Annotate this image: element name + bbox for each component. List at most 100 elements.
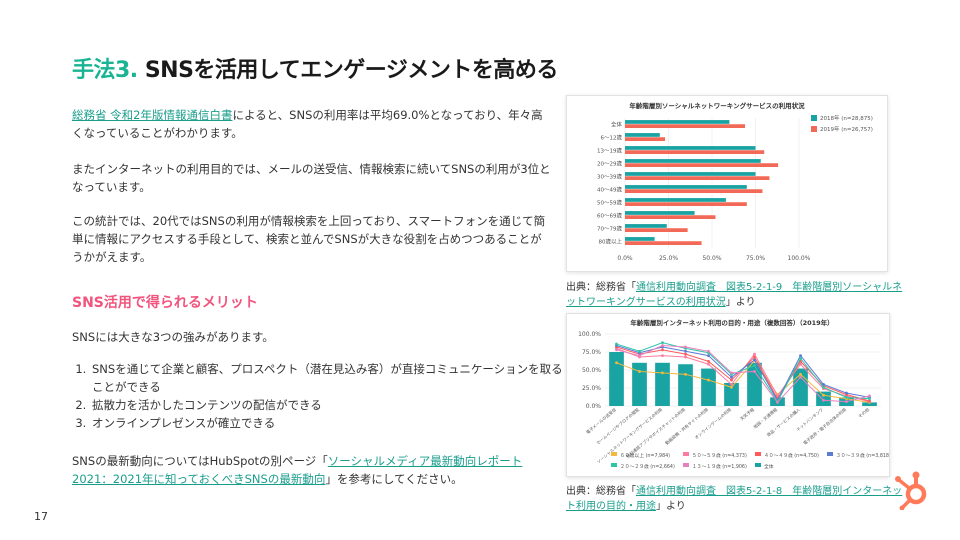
bar xyxy=(625,172,756,176)
data-point xyxy=(845,400,848,404)
bar xyxy=(632,362,647,406)
data-point xyxy=(868,394,871,398)
legend-label: ５０～５９歳 (n=4,373) xyxy=(692,452,747,459)
data-point xyxy=(707,362,710,366)
x-category-label: ホームページやブログの閲覧 xyxy=(595,406,641,446)
legend-label: 2018年 (n=28,875) xyxy=(820,114,873,122)
section-subheading: SNS活用で得られるメリット xyxy=(72,295,258,311)
whitepaper-link[interactable]: 総務省 令和2年版情報通信白書 xyxy=(72,108,233,122)
paragraph-text: 」を参考にしてください。 xyxy=(325,472,463,486)
data-point xyxy=(707,349,710,353)
legend-label: 全体 xyxy=(764,463,774,470)
caption-text: 」より xyxy=(656,501,686,512)
data-point xyxy=(684,349,687,353)
x-tick-label: 75.0% xyxy=(746,255,765,262)
bar xyxy=(609,352,624,406)
data-point xyxy=(822,398,825,402)
series-line xyxy=(616,347,870,403)
legend-swatch xyxy=(811,115,817,121)
y-category-label: 50～59歳 xyxy=(597,199,622,207)
bar xyxy=(625,241,702,245)
data-point xyxy=(661,348,664,352)
data-point xyxy=(799,354,802,357)
data-point xyxy=(661,341,664,345)
data-point xyxy=(730,371,733,375)
y-category-label: 40～49歳 xyxy=(597,186,622,194)
data-point xyxy=(845,391,848,395)
legend-label: ３０～３９歳 (n=3,818) xyxy=(836,452,889,459)
bar xyxy=(625,120,730,124)
data-point xyxy=(638,349,641,353)
data-point xyxy=(753,364,756,368)
page-number: 17 xyxy=(34,510,48,523)
data-point xyxy=(615,361,618,365)
caption-text: 」より xyxy=(725,297,756,308)
legend-label: ６０歳以上 (n=7,984) xyxy=(620,452,670,459)
chart1-caption: 出典：総務省「通信利用動向調査 図表5-2-1-9 年齢階層別ソーシャルネットワ… xyxy=(566,280,906,310)
x-category-label: オンラインゲームの利用 xyxy=(693,406,733,441)
paragraph-hubspot-reference: SNSの最新動向についてはHubSpotの別ページ「ソーシャルメディア最新動向レ… xyxy=(72,452,552,488)
data-point xyxy=(707,354,710,357)
y-tick-label: 75.0% xyxy=(582,349,601,356)
x-category-label: 動画投稿・共有サイトの利用 xyxy=(664,406,710,446)
data-point xyxy=(845,395,848,399)
bar xyxy=(625,228,688,232)
data-point xyxy=(707,359,710,363)
bar xyxy=(625,124,746,128)
y-tick-label: 50.0% xyxy=(582,367,601,374)
data-point xyxy=(707,378,710,382)
bar xyxy=(701,368,716,406)
bar xyxy=(655,362,670,406)
y-category-label: 6～12歳 xyxy=(601,134,623,142)
data-point xyxy=(684,345,687,349)
source-link-5-2-1-8[interactable]: 通信利用動向調査 図表5-2-1-8 年齢階層別インターネット利用の目的・用途 xyxy=(566,486,903,512)
paragraph-internet-purpose: またインターネットの利用目的では、メールの送受信、情報検索に続いてSNSの利用が… xyxy=(72,162,551,194)
x-tick-label: 25.0% xyxy=(659,255,678,262)
bar xyxy=(625,146,756,150)
y-tick-label: 100.0% xyxy=(578,331,601,338)
data-point xyxy=(753,355,756,359)
legend-label: 2019年 (n=26,757) xyxy=(820,125,873,133)
x-category-label: 天気予報 xyxy=(738,406,756,423)
data-point xyxy=(730,375,733,379)
legend-swatch xyxy=(611,452,617,456)
legend-swatch xyxy=(683,463,689,467)
data-point xyxy=(661,354,664,357)
bar xyxy=(678,364,693,406)
data-point xyxy=(753,352,756,356)
data-point xyxy=(661,344,664,347)
y-category-label: 60～69歳 xyxy=(597,212,622,220)
data-point xyxy=(799,362,802,366)
x-category-label: 電子政府・電子自治体の利用 xyxy=(802,406,848,446)
list-item: オンラインプレゼンスが確立できる xyxy=(90,414,570,432)
paragraph-text: SNSの最新動向についてはHubSpotの別ページ「 xyxy=(72,454,328,468)
data-point xyxy=(799,375,802,379)
paragraph-sns-usage-rate: 総務省 令和2年版情報通信白書によると、SNSの利用率は平均69.0%となってお… xyxy=(72,106,552,142)
series-line xyxy=(616,345,870,402)
y-category-label: 70～79歳 xyxy=(597,225,622,233)
data-point xyxy=(799,372,802,376)
chart2-caption: 出典：総務省「通信利用動向調査 図表5-2-1-8 年齢階層別インターネット利用… xyxy=(566,484,906,514)
social-media-report-link[interactable]: ソーシャルメディア最新動向レポート2021：2021年に知っておくべきSNSの最… xyxy=(72,454,523,486)
bar xyxy=(625,211,695,215)
x-tick-label: 0.0% xyxy=(617,255,633,262)
source-link-5-2-1-9[interactable]: 通信利用動向調査 図表5-2-1-9 年齢階層別ソーシャルネットワーキングサービ… xyxy=(566,282,903,308)
x-tick-label: 50.0% xyxy=(702,255,721,262)
paragraph-text: によると、SNSの利用率は平均69.0%となっており、年々高くなっていることがわ… xyxy=(72,108,543,140)
legend-swatch xyxy=(755,463,761,467)
bar xyxy=(625,176,770,180)
y-category-label: 全体 xyxy=(611,121,623,129)
bar xyxy=(625,237,655,241)
legend-label: ４０～４９歳 (n=4,750) xyxy=(764,452,819,459)
y-category-label: 20～29歳 xyxy=(597,160,622,168)
y-category-label: 30～39歳 xyxy=(597,173,622,181)
data-point xyxy=(753,358,756,362)
title-prefix: 手法3. xyxy=(72,58,138,83)
bar xyxy=(862,402,877,406)
bar xyxy=(625,159,761,163)
data-point xyxy=(684,352,687,356)
chart-title: 年齢階層別ソーシャルネットワーキングサービスの利用状況 xyxy=(629,101,805,110)
series-line xyxy=(616,359,870,403)
data-point xyxy=(822,383,825,386)
bar xyxy=(625,224,667,228)
